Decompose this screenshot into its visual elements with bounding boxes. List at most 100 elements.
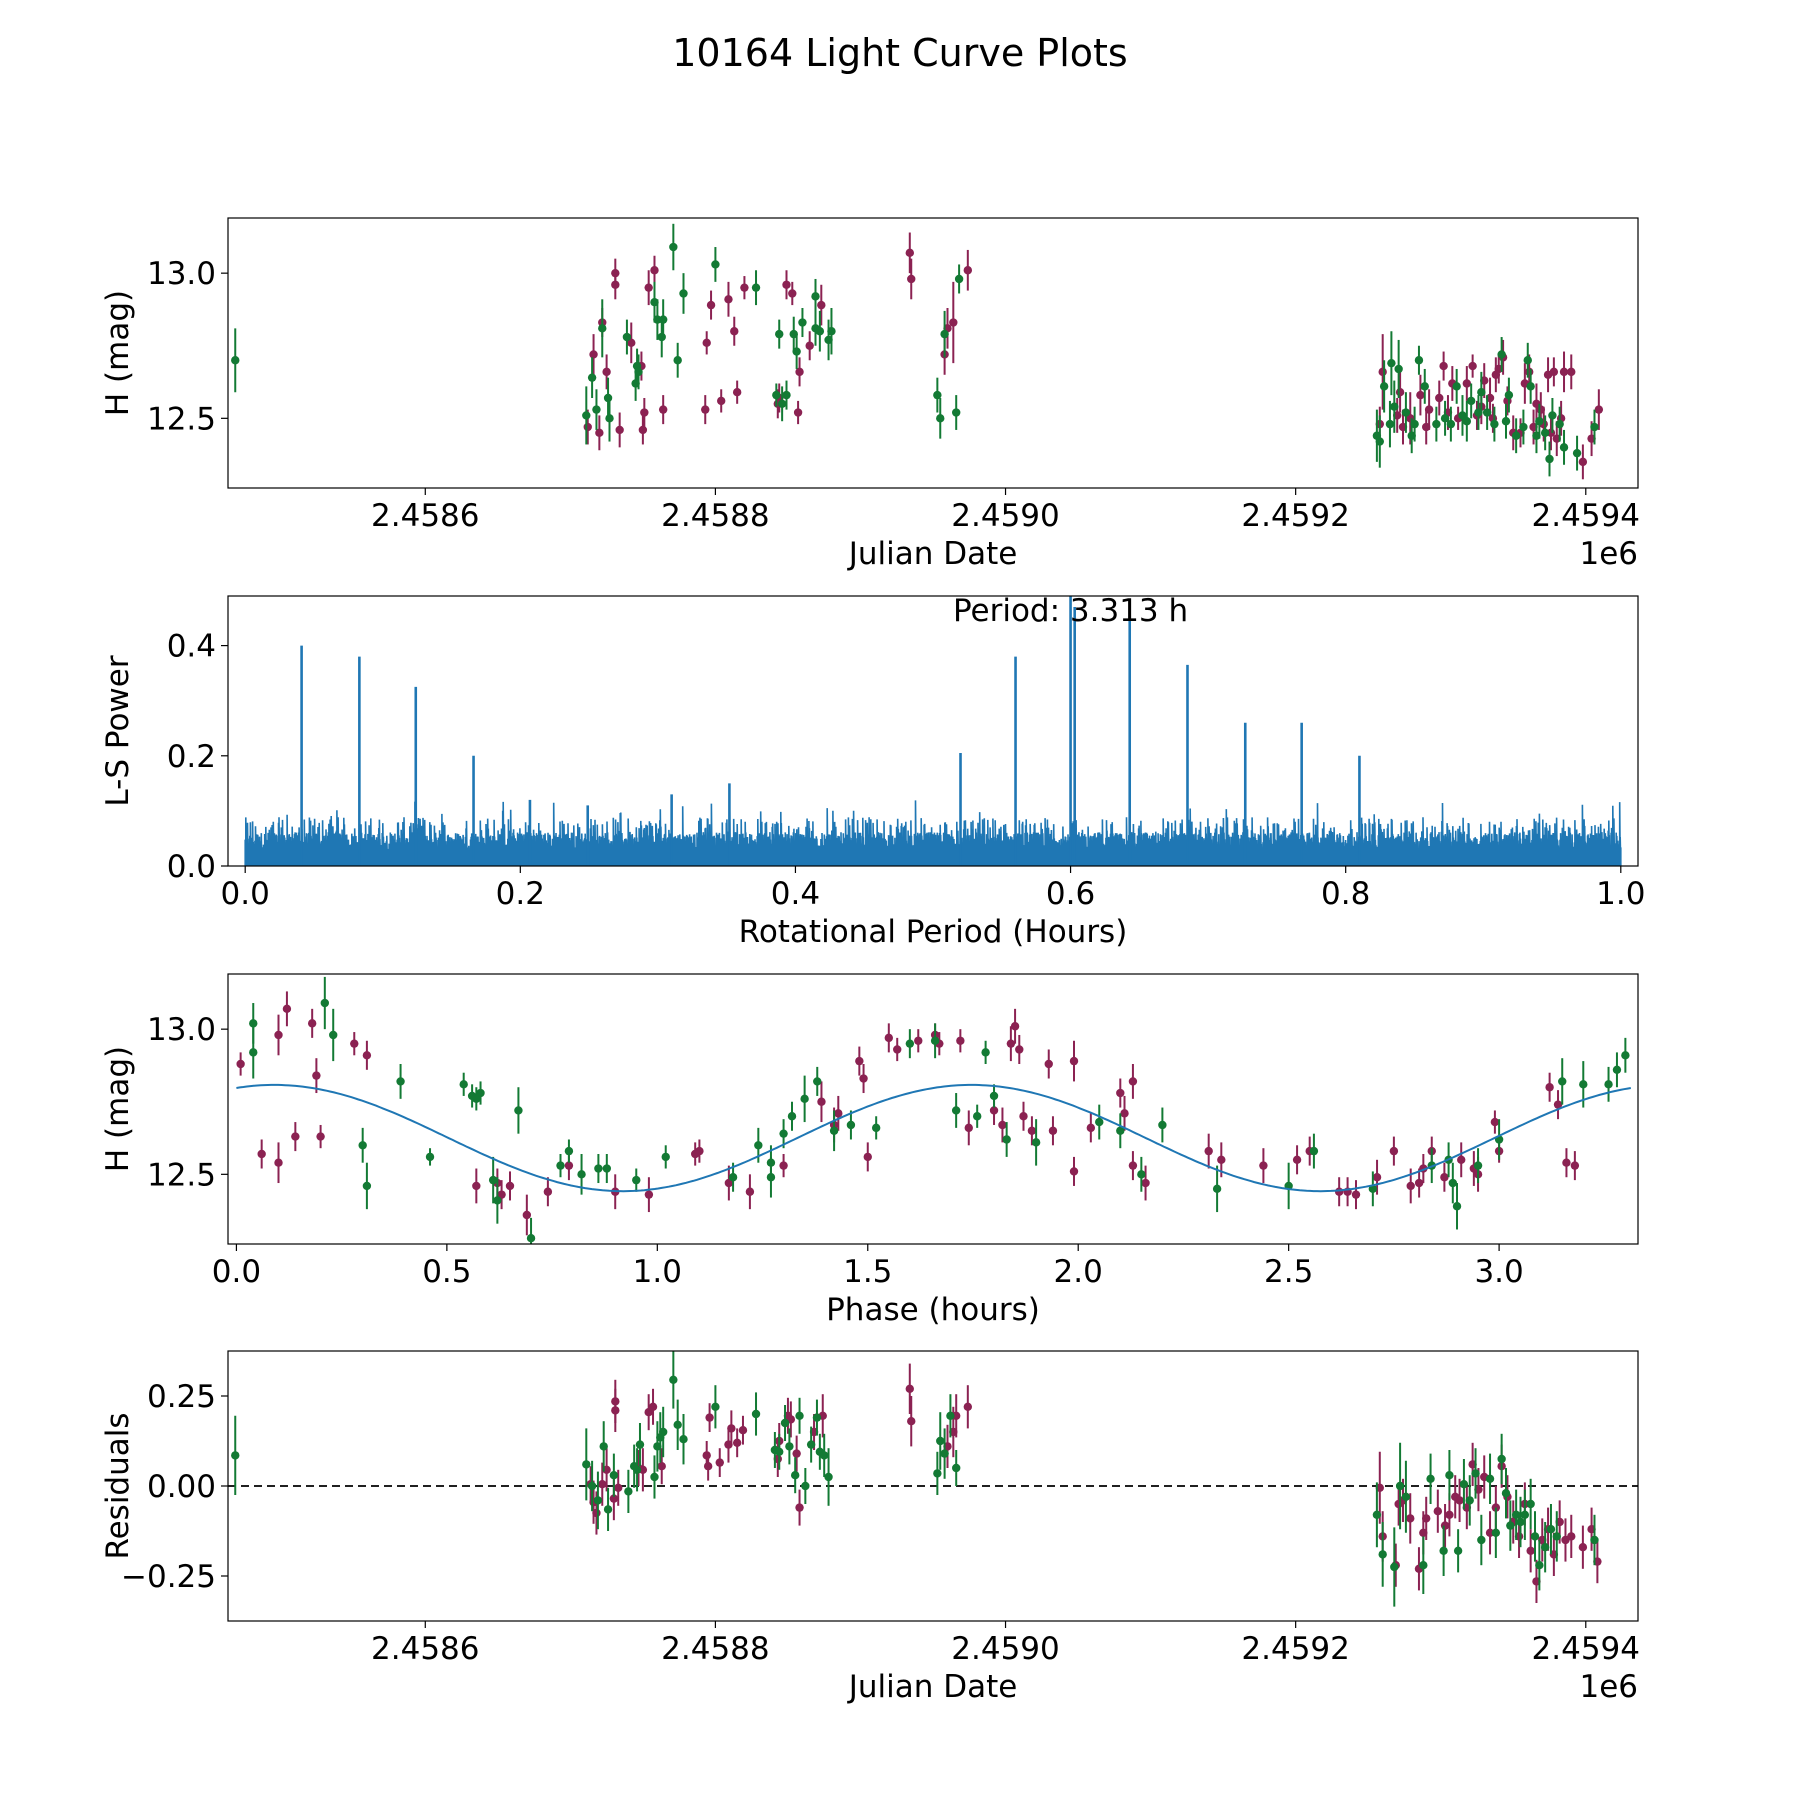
- data-point: [1594, 405, 1604, 414]
- x-tick-label: 2.4588: [661, 1631, 769, 1667]
- y-tick-label: 12.5: [147, 1157, 216, 1193]
- data-point: [1549, 367, 1559, 377]
- data-point: [603, 1505, 613, 1514]
- data-point: [702, 1451, 711, 1460]
- data-point: [1048, 1126, 1058, 1135]
- axes-frame: [227, 1350, 1639, 1622]
- x-tick-label: 2.4592: [1241, 1631, 1349, 1667]
- x-tick-label: 0.5: [422, 1254, 471, 1290]
- data-point: [1490, 419, 1499, 429]
- data-point: [599, 1442, 608, 1451]
- data-point: [1530, 1532, 1540, 1541]
- data-point: [632, 1175, 641, 1185]
- data-point: [282, 1004, 292, 1014]
- data-point: [989, 1106, 999, 1115]
- y-tick-label: 13.0: [147, 1012, 216, 1048]
- data-point: [751, 1409, 761, 1419]
- data-point: [1579, 1080, 1588, 1089]
- data-point: [1406, 1514, 1415, 1523]
- data-point: [793, 408, 803, 417]
- data-point: [564, 1146, 574, 1156]
- data-point: [1069, 1056, 1079, 1066]
- data-point: [236, 1059, 245, 1069]
- data-point: [658, 315, 668, 324]
- data-point: [1540, 1543, 1550, 1552]
- data-point: [1128, 1077, 1138, 1086]
- data-point: [1621, 1051, 1630, 1060]
- data-point: [1612, 1065, 1622, 1075]
- data-point: [1578, 457, 1588, 467]
- data-point: [1015, 1045, 1024, 1054]
- data-point: [648, 1402, 658, 1412]
- data-point: [1497, 350, 1506, 359]
- data-layer: [236, 976, 1631, 1244]
- data-point: [582, 1460, 591, 1469]
- data-point: [1422, 1514, 1431, 1523]
- data-point: [1520, 1510, 1530, 1520]
- data-point: [817, 1097, 826, 1106]
- data-point: [1490, 1117, 1500, 1127]
- data-point: [1390, 1562, 1399, 1572]
- data-point: [1491, 1528, 1501, 1538]
- data-point: [1578, 1543, 1588, 1552]
- data-point: [1459, 1480, 1469, 1489]
- data-point: [701, 405, 710, 414]
- data-point: [730, 327, 739, 336]
- data-point: [1426, 1474, 1435, 1484]
- x-tick-label: 0.8: [1321, 876, 1370, 912]
- data-point: [1523, 356, 1532, 365]
- data-point: [635, 1440, 645, 1449]
- data-point: [884, 1033, 894, 1043]
- data-point: [472, 1094, 481, 1104]
- data-point: [711, 1402, 720, 1412]
- data-point: [705, 1413, 714, 1422]
- data-point: [1458, 411, 1467, 420]
- data-point: [936, 414, 945, 423]
- data-point: [788, 289, 797, 298]
- data-point: [1116, 1126, 1125, 1135]
- data-point: [859, 1074, 868, 1083]
- data-point: [964, 1123, 973, 1133]
- data-point: [951, 1106, 961, 1115]
- y-tick-label: 0.25: [147, 1379, 216, 1415]
- data-point: [1604, 1080, 1613, 1089]
- y-tick-label: −0.25: [121, 1559, 216, 1595]
- data-point: [598, 324, 607, 333]
- data-point: [792, 1449, 801, 1458]
- data-point: [615, 425, 624, 435]
- axes-frame: [227, 595, 1639, 867]
- data-point: [653, 315, 662, 324]
- data-point: [673, 1420, 682, 1430]
- data-point: [1440, 414, 1450, 423]
- data-point: [611, 1406, 620, 1415]
- data-point: [1555, 419, 1564, 429]
- data-point: [1416, 390, 1425, 400]
- data-point: [1590, 422, 1599, 432]
- data-point: [658, 405, 668, 414]
- data-point: [846, 1120, 856, 1130]
- data-point: [893, 1045, 902, 1054]
- data-point: [1069, 1167, 1079, 1176]
- data-point: [717, 396, 726, 406]
- data-point: [1401, 408, 1411, 417]
- data-point: [1390, 402, 1399, 411]
- data-point: [640, 408, 649, 417]
- data-point: [782, 390, 791, 400]
- data-point: [1445, 1510, 1454, 1520]
- data-point: [751, 283, 761, 292]
- axes-frame: [227, 973, 1639, 1245]
- data-point: [795, 367, 804, 377]
- data-point: [1217, 1155, 1226, 1165]
- data-point: [905, 1384, 914, 1394]
- data-point: [905, 248, 914, 258]
- data-point: [1501, 1489, 1511, 1498]
- data-point: [800, 1094, 809, 1104]
- data-point: [1379, 382, 1389, 391]
- data-point: [724, 1178, 734, 1188]
- data-point: [522, 1210, 532, 1220]
- y-tick-label: 12.5: [147, 401, 216, 437]
- data-point: [779, 1129, 788, 1138]
- data-point: [863, 1152, 872, 1162]
- data-point: [1389, 1146, 1399, 1156]
- data-point: [1553, 1100, 1563, 1109]
